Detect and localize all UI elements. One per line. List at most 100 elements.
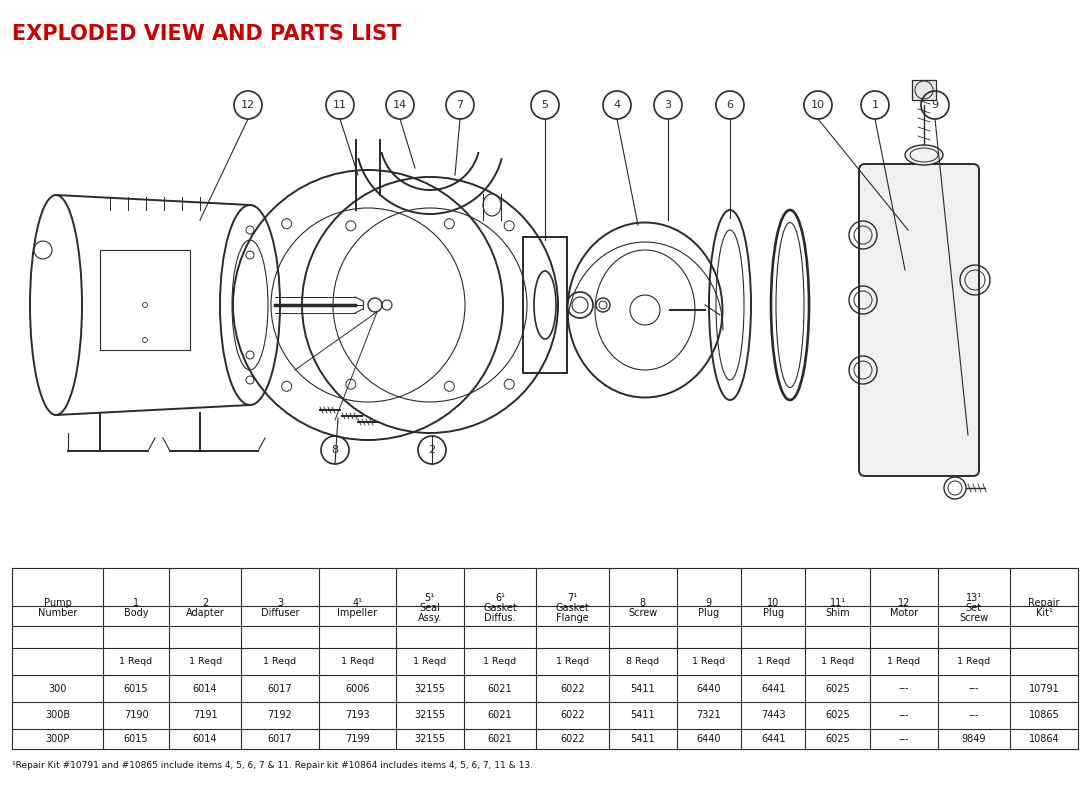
Text: 12: 12 (241, 100, 255, 110)
Text: 1: 1 (872, 100, 879, 110)
Text: 1 Reqd: 1 Reqd (341, 657, 374, 666)
Text: 6441: 6441 (761, 734, 786, 744)
Text: Diffuser: Diffuser (261, 608, 300, 618)
Text: 8: 8 (331, 445, 339, 455)
Text: 6014: 6014 (193, 734, 217, 744)
Text: 6025: 6025 (825, 734, 850, 744)
Text: 6025: 6025 (825, 684, 850, 693)
Text: 10865: 10865 (1029, 711, 1059, 721)
Text: Plug: Plug (763, 608, 784, 618)
Text: 6021: 6021 (487, 734, 512, 744)
Text: 6014: 6014 (193, 684, 217, 693)
Text: 14: 14 (392, 100, 407, 110)
Text: 32155: 32155 (414, 711, 445, 721)
Text: 32155: 32155 (414, 734, 445, 744)
Text: 1: 1 (133, 598, 140, 608)
Text: 3: 3 (665, 100, 671, 110)
FancyBboxPatch shape (859, 164, 979, 476)
Text: 6: 6 (727, 100, 734, 110)
Text: 7199: 7199 (344, 734, 370, 744)
Text: Assy.: Assy. (417, 613, 441, 623)
Text: 6017: 6017 (268, 684, 292, 693)
Text: 1 Reqd: 1 Reqd (483, 657, 517, 666)
Text: 5411: 5411 (630, 734, 655, 744)
Text: 8: 8 (640, 598, 645, 608)
Text: 1 Reqd: 1 Reqd (556, 657, 589, 666)
Text: 7193: 7193 (344, 711, 370, 721)
Text: 4¹: 4¹ (352, 598, 362, 608)
Text: 1 Reqd: 1 Reqd (413, 657, 446, 666)
Text: 8 Reqd: 8 Reqd (626, 657, 659, 666)
Text: 1 Reqd: 1 Reqd (189, 657, 221, 666)
Text: 6022: 6022 (560, 711, 585, 721)
Text: 6440: 6440 (697, 684, 722, 693)
Text: ---: --- (898, 734, 909, 744)
Text: 1 Reqd: 1 Reqd (756, 657, 790, 666)
Text: 6021: 6021 (487, 684, 512, 693)
Text: 6015: 6015 (124, 684, 148, 693)
Text: Motor: Motor (889, 608, 918, 618)
Text: 300B: 300B (45, 711, 70, 721)
Text: 6440: 6440 (697, 734, 722, 744)
Text: Kit¹: Kit¹ (1036, 608, 1053, 618)
Bar (912, 80, 936, 100)
Text: 1 Reqd: 1 Reqd (887, 657, 920, 666)
Text: 7321: 7321 (697, 711, 722, 721)
Text: 6441: 6441 (761, 684, 786, 693)
Text: 10: 10 (811, 100, 825, 110)
Text: 11¹: 11¹ (829, 598, 846, 608)
Text: 1 Reqd: 1 Reqd (692, 657, 725, 666)
Text: 6¹: 6¹ (495, 593, 505, 603)
Text: 6017: 6017 (268, 734, 292, 744)
Text: 32155: 32155 (414, 684, 445, 693)
Text: 2: 2 (428, 445, 436, 455)
Text: Repair: Repair (1028, 598, 1059, 608)
Text: 10: 10 (767, 598, 779, 608)
Text: 300: 300 (48, 684, 66, 693)
Text: Adapter: Adapter (185, 608, 225, 618)
Text: 6022: 6022 (560, 684, 585, 693)
Text: ---: --- (898, 711, 909, 721)
Text: Plug: Plug (699, 608, 719, 618)
Text: Screw: Screw (959, 613, 989, 623)
Text: 7443: 7443 (761, 711, 786, 721)
Text: Screw: Screw (628, 608, 657, 618)
Text: 10864: 10864 (1029, 734, 1059, 744)
Text: Flange: Flange (556, 613, 589, 623)
Text: ---: --- (898, 684, 909, 693)
Text: EXPLODED VIEW AND PARTS LIST: EXPLODED VIEW AND PARTS LIST (12, 24, 401, 44)
Text: 10791: 10791 (1029, 684, 1059, 693)
Text: 1 Reqd: 1 Reqd (264, 657, 296, 666)
Text: 6006: 6006 (344, 684, 370, 693)
Text: 7192: 7192 (267, 711, 292, 721)
Text: ¹Repair Kit #10791 and #10865 include items 4, 5, 6, 7 & 11. Repair kit #10864 i: ¹Repair Kit #10791 and #10865 include it… (12, 761, 533, 770)
Bar (523, 237, 567, 373)
Text: ---: --- (969, 711, 979, 721)
Text: 300P: 300P (46, 734, 70, 744)
Text: Impeller: Impeller (337, 608, 377, 618)
Text: 9: 9 (932, 100, 938, 110)
Text: 5411: 5411 (630, 684, 655, 693)
Text: 9: 9 (705, 598, 712, 608)
Text: 6021: 6021 (487, 711, 512, 721)
Text: 5411: 5411 (630, 711, 655, 721)
Text: 5: 5 (542, 100, 548, 110)
Text: Gasket: Gasket (556, 603, 590, 613)
Text: Set: Set (966, 603, 982, 613)
Text: Shim: Shim (825, 608, 850, 618)
Text: 13¹: 13¹ (966, 593, 982, 603)
Text: 1 Reqd: 1 Reqd (957, 657, 991, 666)
Text: 2: 2 (202, 598, 208, 608)
Text: Number: Number (38, 608, 77, 618)
Text: 1 Reqd: 1 Reqd (821, 657, 855, 666)
Text: 3: 3 (277, 598, 283, 608)
Text: Gasket: Gasket (483, 603, 517, 613)
Text: 7191: 7191 (193, 711, 217, 721)
Bar (100, 250, 190, 350)
Text: 1 Reqd: 1 Reqd (120, 657, 153, 666)
Text: 11: 11 (334, 100, 347, 110)
Text: ---: --- (969, 684, 979, 693)
Text: 7190: 7190 (124, 711, 148, 721)
Text: 5¹: 5¹ (425, 593, 435, 603)
Text: Body: Body (124, 608, 148, 618)
